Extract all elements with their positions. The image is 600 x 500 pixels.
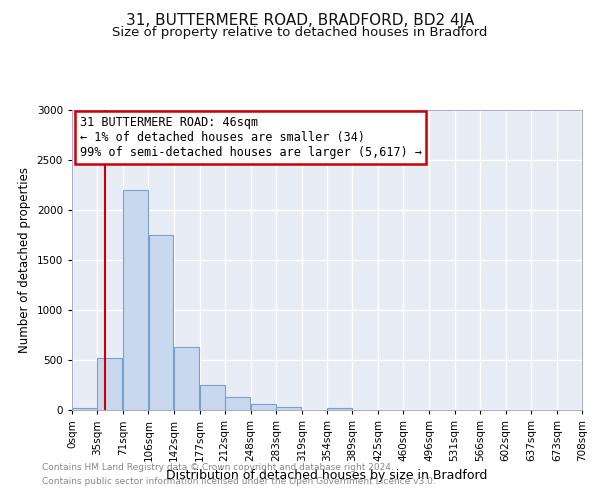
Text: Contains public sector information licensed under the Open Government Licence v3: Contains public sector information licen… [42,477,436,486]
Bar [225,397,250,410]
Text: Size of property relative to detached houses in Bradford: Size of property relative to detached ho… [112,26,488,39]
Text: 31 BUTTERMERE ROAD: 46sqm
← 1% of detached houses are smaller (34)
99% of semi-d: 31 BUTTERMERE ROAD: 46sqm ← 1% of detach… [80,116,422,159]
Text: 31, BUTTERMERE ROAD, BRADFORD, BD2 4JA: 31, BUTTERMERE ROAD, BRADFORD, BD2 4JA [126,12,474,28]
Bar [149,235,173,410]
Bar [124,190,148,410]
Bar [72,408,97,410]
Text: Contains HM Land Registry data © Crown copyright and database right 2024.: Contains HM Land Registry data © Crown c… [42,464,394,472]
Bar [327,408,352,410]
Bar [251,404,275,410]
Bar [200,384,224,410]
Y-axis label: Number of detached properties: Number of detached properties [18,167,31,353]
Bar [276,406,301,410]
X-axis label: Distribution of detached houses by size in Bradford: Distribution of detached houses by size … [166,470,488,482]
Bar [97,358,122,410]
Bar [175,346,199,410]
